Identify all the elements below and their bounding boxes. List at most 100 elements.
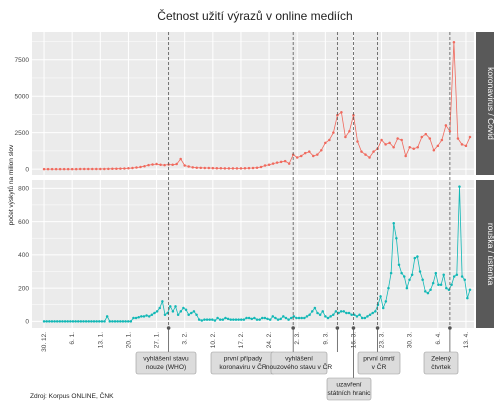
data-point bbox=[211, 318, 214, 321]
x-tick-label: 6. 1. bbox=[69, 332, 76, 345]
x-tick-label: 10. 2. bbox=[210, 332, 217, 348]
data-point bbox=[400, 138, 403, 142]
data-point bbox=[174, 305, 177, 308]
data-point bbox=[142, 315, 146, 318]
event-label: vyhlášení stavu bbox=[143, 356, 189, 363]
data-point bbox=[71, 320, 75, 323]
data-point bbox=[374, 310, 377, 313]
data-point bbox=[231, 167, 235, 170]
data-point bbox=[261, 316, 264, 320]
x-tick-label: 2. 3. bbox=[294, 332, 301, 345]
data-point bbox=[428, 137, 432, 140]
x-tick-label: 13. 4. bbox=[463, 332, 470, 348]
event-marker bbox=[166, 326, 171, 330]
data-point bbox=[111, 167, 114, 171]
data-point bbox=[403, 275, 406, 278]
data-point bbox=[466, 296, 469, 300]
x-tick-label: 24. 2. bbox=[266, 332, 273, 348]
data-point bbox=[271, 315, 275, 318]
data-point bbox=[171, 163, 174, 167]
data-point bbox=[437, 283, 440, 287]
data-point bbox=[82, 167, 86, 171]
data-point bbox=[405, 286, 409, 290]
event-marker bbox=[291, 326, 295, 330]
data-point bbox=[356, 140, 359, 143]
data-point bbox=[48, 320, 51, 323]
source-note: Zdroj: Korpus ONLINE, ČNK bbox=[30, 391, 114, 400]
data-point bbox=[416, 146, 419, 149]
y-tick-label: 7500 bbox=[15, 57, 30, 64]
data-point bbox=[429, 288, 432, 292]
data-point bbox=[371, 311, 374, 315]
data-point bbox=[328, 138, 331, 142]
y-tick-label: 600 bbox=[18, 219, 29, 226]
data-point bbox=[276, 318, 280, 321]
data-point bbox=[55, 320, 59, 323]
data-point bbox=[287, 162, 291, 165]
data-point bbox=[87, 167, 90, 171]
data-point bbox=[242, 318, 246, 321]
event-box bbox=[135, 351, 197, 375]
data-point bbox=[259, 165, 263, 169]
data-point bbox=[245, 316, 248, 320]
data-point bbox=[460, 143, 464, 146]
data-point bbox=[340, 111, 343, 114]
data-point bbox=[292, 315, 296, 318]
data-point bbox=[135, 166, 138, 169]
event-label: koronaviru v ČR bbox=[219, 362, 267, 371]
data-point bbox=[434, 271, 438, 275]
data-point bbox=[42, 320, 46, 323]
event-label: vyhlášení bbox=[285, 356, 313, 363]
event-marker bbox=[448, 326, 452, 330]
data-point bbox=[50, 320, 54, 323]
data-point bbox=[191, 166, 194, 169]
data-point bbox=[70, 167, 74, 171]
data-point bbox=[208, 318, 211, 321]
data-point bbox=[253, 316, 256, 320]
data-point bbox=[103, 320, 106, 323]
data-point bbox=[132, 316, 135, 320]
data-point bbox=[379, 295, 382, 298]
data-point bbox=[237, 318, 240, 321]
data-point bbox=[456, 137, 460, 140]
x-tick-label: 6. 4. bbox=[435, 332, 442, 345]
data-point bbox=[195, 313, 198, 316]
data-point bbox=[219, 167, 223, 170]
data-point bbox=[76, 320, 80, 323]
data-point bbox=[410, 273, 414, 277]
data-point bbox=[452, 40, 456, 44]
data-point bbox=[95, 167, 98, 171]
data-point bbox=[416, 255, 419, 258]
data-point bbox=[303, 316, 306, 320]
data-point bbox=[111, 320, 114, 323]
event-label: nouzového stavu v ČR bbox=[266, 362, 333, 371]
data-point bbox=[342, 310, 346, 313]
data-point bbox=[297, 316, 301, 320]
data-point bbox=[439, 283, 443, 287]
data-point bbox=[243, 167, 247, 170]
data-point bbox=[324, 315, 327, 318]
data-point bbox=[229, 318, 232, 321]
data-point bbox=[58, 320, 62, 323]
event-box bbox=[423, 351, 459, 375]
data-point bbox=[279, 317, 282, 321]
x-tick-label: 30. 3. bbox=[407, 332, 414, 348]
event-box bbox=[357, 351, 401, 375]
data-point bbox=[251, 166, 255, 170]
data-point bbox=[58, 167, 62, 171]
data-point bbox=[368, 313, 372, 316]
data-point bbox=[63, 320, 67, 323]
event-box bbox=[326, 377, 372, 401]
data-point bbox=[392, 221, 395, 225]
event-label: státních hranic bbox=[328, 390, 372, 397]
data-point bbox=[247, 166, 251, 170]
data-point bbox=[158, 306, 161, 310]
data-point bbox=[284, 316, 288, 320]
data-point bbox=[46, 167, 50, 171]
data-point bbox=[263, 164, 267, 167]
data-point bbox=[100, 320, 104, 323]
data-point bbox=[279, 160, 283, 164]
data-point bbox=[176, 313, 180, 316]
data-point bbox=[458, 185, 461, 188]
